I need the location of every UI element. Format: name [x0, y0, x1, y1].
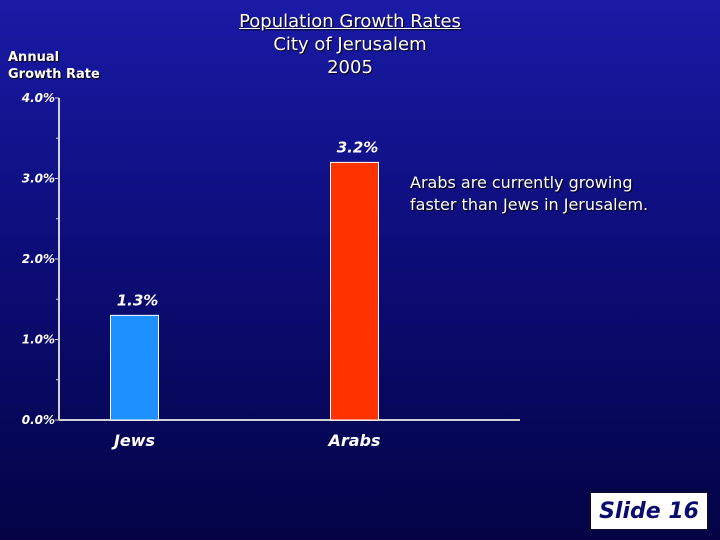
x-category-label: Jews [111, 431, 155, 450]
data-label: 3.2% [337, 138, 379, 156]
slide-number-badge: Slide 16 [589, 491, 709, 531]
title-line-3: 2005 [327, 57, 373, 78]
y-axis-title: Annual Growth Rate [8, 49, 100, 83]
data-label: 1.3% [117, 291, 159, 309]
annotation-text: Arabs are currently growing faster than … [410, 172, 710, 216]
chart-title: Population Growth Rates City of Jerusale… [180, 10, 520, 79]
y-tick-label: 0.0% [22, 413, 55, 427]
annotation-line-1: Arabs are currently growing [410, 173, 633, 192]
y-axis-title-line-2: Growth Rate [8, 67, 100, 82]
bar-arabs [330, 161, 379, 421]
bar-jews [110, 314, 159, 421]
annotation-line-2: faster than Jews in Jerusalem. [410, 195, 649, 214]
y-tick-label: 3.0% [22, 172, 55, 186]
y-tick-label: 4.0% [21, 91, 55, 105]
x-category-label: Arabs [326, 431, 380, 450]
title-line-1: Population Growth Rates [239, 11, 461, 32]
y-axis-title-line-1: Annual [8, 50, 60, 65]
y-tick-label: 2.0% [22, 252, 55, 266]
title-line-2: City of Jerusalem [273, 34, 427, 55]
y-tick-label: 1.0% [22, 333, 55, 347]
